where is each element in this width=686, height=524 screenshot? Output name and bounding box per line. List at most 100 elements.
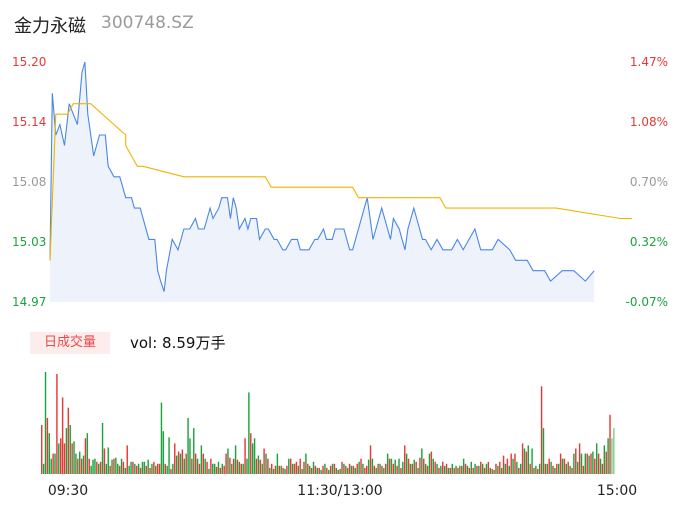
volume-bar: [90, 465, 92, 474]
volume-bar: [527, 445, 529, 474]
volume-bar: [476, 465, 478, 474]
volume-bar: [328, 469, 330, 474]
volume-bar: [485, 463, 488, 474]
volume-bar: [284, 468, 286, 474]
volume-bar: [103, 448, 106, 474]
volume-bar: [356, 463, 358, 474]
volume-bar: [177, 451, 180, 474]
volume-bar: [474, 463, 476, 474]
volume-bar: [130, 461, 132, 474]
volume-bar: [322, 465, 324, 474]
volume-bar: [120, 458, 123, 474]
volume-bar: [71, 443, 73, 474]
volume-bar: [202, 453, 204, 474]
y-axis-tick-left: 15.08: [12, 175, 46, 189]
volume-bar: [316, 467, 319, 474]
volume-bar: [99, 461, 102, 474]
volume-bar: [288, 458, 290, 474]
volume-bar: [457, 467, 459, 474]
volume-bar: [56, 374, 58, 474]
price-area: [50, 62, 595, 302]
volume-bar: [244, 438, 246, 474]
volume-bar: [305, 453, 307, 474]
volume-bar: [307, 463, 309, 474]
volume-bar: [137, 463, 140, 474]
volume-bar: [253, 438, 256, 474]
volume-bar: [276, 453, 279, 474]
volume-bar: [96, 461, 98, 474]
volume-bar: [405, 453, 408, 474]
volume-bar: [310, 467, 313, 474]
volume-bar: [134, 463, 136, 474]
volume-bar: [508, 465, 510, 474]
volume-bar: [394, 459, 396, 474]
volume-bar: [523, 448, 526, 474]
volume-bar: [229, 457, 231, 474]
volume-bar: [194, 453, 197, 474]
volume-bar: [546, 463, 549, 474]
volume-bar: [44, 372, 47, 474]
volume-bar: [80, 458, 83, 474]
volume-bar: [364, 467, 366, 474]
volume-bar: [491, 468, 493, 474]
volume-bar: [432, 458, 434, 474]
volume-bar: [77, 458, 79, 474]
volume-bar: [529, 463, 531, 474]
volume-bar: [79, 451, 81, 474]
volume-bar: [497, 465, 499, 474]
volume-bar: [495, 463, 497, 474]
volume-bar: [535, 465, 537, 474]
volume-bar: [238, 461, 241, 474]
volume-bar: [172, 463, 174, 474]
volume-bar: [561, 458, 564, 474]
volume-bar: [584, 453, 587, 474]
volume-bar: [567, 461, 569, 474]
volume-bar: [434, 461, 436, 474]
volume-period-tab[interactable]: 日成交量: [30, 332, 110, 354]
volume-bar: [449, 467, 452, 474]
volume-bar: [518, 467, 520, 474]
volume-bar: [556, 463, 558, 474]
volume-bar: [255, 458, 258, 474]
volume-bar: [451, 463, 453, 474]
volume-bar: [219, 467, 222, 474]
volume-bar: [597, 453, 600, 474]
volume-bar: [413, 459, 415, 474]
volume-bar: [187, 417, 189, 474]
volume-bar: [423, 458, 425, 474]
volume-bar: [312, 461, 315, 474]
volume-bar: [415, 461, 417, 474]
volume-bar: [160, 402, 163, 474]
volume-bar: [272, 468, 275, 474]
volume-bar: [542, 428, 545, 474]
volume-bar: [98, 463, 100, 474]
volume-bar: [360, 458, 362, 474]
volume-bar: [379, 463, 381, 474]
volume-bar: [352, 465, 355, 474]
volume-bar: [126, 445, 128, 474]
volume-bar: [371, 458, 374, 474]
volume-bar: [52, 453, 54, 474]
volume-bar: [550, 461, 552, 474]
volume-bar: [73, 441, 75, 474]
volume-bar: [611, 438, 613, 474]
volume-bar: [396, 465, 398, 474]
volume-bar: [582, 465, 585, 474]
volume-bar: [297, 465, 300, 474]
volume-bar: [75, 453, 77, 474]
volume-bar: [60, 438, 62, 474]
volume-bar: [592, 451, 594, 474]
volume-bar: [257, 455, 260, 474]
x-axis-tick: 15:00: [597, 483, 637, 499]
volume-bar: [443, 465, 446, 474]
volume-bar: [483, 467, 486, 474]
volume-bar: [464, 463, 467, 474]
volume-bar: [424, 463, 427, 474]
volume-bar: [231, 463, 233, 474]
volume-bar: [65, 428, 68, 474]
volume-bar: [468, 467, 471, 474]
volume-bar: [421, 448, 423, 474]
volume-bar: [179, 453, 182, 474]
volume-bar: [41, 425, 43, 474]
volume-bar: [136, 465, 138, 474]
